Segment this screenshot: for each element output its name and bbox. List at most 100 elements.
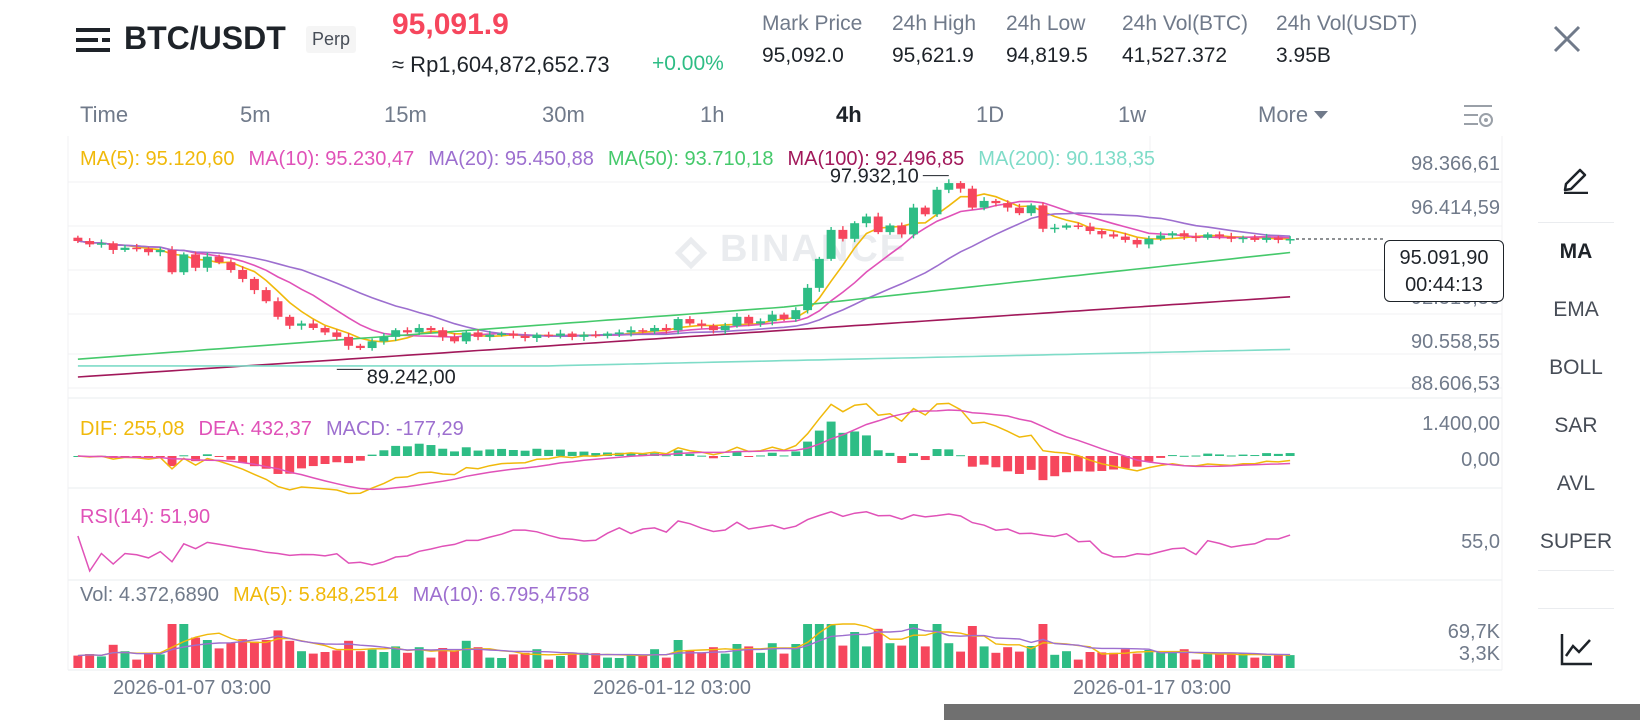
volume-bar (850, 632, 860, 668)
volume-bar (520, 652, 530, 668)
candle-body (744, 316, 754, 324)
macd-bar (261, 456, 271, 469)
volume-bar (1097, 652, 1107, 668)
candle-body (544, 334, 554, 337)
close-icon[interactable] (1552, 24, 1582, 54)
candle-body (626, 330, 636, 333)
volume-bar (603, 657, 612, 668)
legend-entry: DIF: 255,08 (80, 418, 185, 440)
candle-body (1132, 239, 1142, 245)
volume-bar (1215, 654, 1224, 668)
macd-bar (1238, 454, 1248, 456)
candle-body (591, 334, 601, 337)
candle-body (285, 316, 295, 326)
candle-body (273, 301, 283, 317)
vol-ma5-line (77, 623, 1291, 657)
timeframe-1h[interactable]: 1h (700, 102, 725, 127)
timeframe-5m[interactable]: 5m (240, 102, 271, 127)
candle-body (96, 243, 106, 245)
macd-bar (155, 456, 165, 457)
indicator-ma[interactable]: MA (1559, 240, 1593, 263)
menu-icon[interactable] (76, 26, 110, 54)
candle-body (414, 327, 424, 333)
volume-bar (1085, 652, 1095, 668)
chart-settings-icon[interactable] (1462, 102, 1494, 130)
timeframe-time[interactable]: Time (80, 102, 129, 127)
volume-bar (414, 647, 424, 668)
stat-mark-price: Mark Price 95,092.0 (762, 12, 862, 68)
macd-bar (661, 455, 671, 457)
y-tick-label: 88.606,53 (1411, 373, 1500, 395)
horizontal-scrollbar[interactable] (944, 704, 1640, 720)
watermark: BINANCE (720, 228, 908, 270)
timeframe-4h[interactable]: 4h (836, 102, 862, 127)
timeframe-1d[interactable]: 1D (976, 102, 1005, 127)
legend-entry: MA(5): 95.120,60 (80, 148, 235, 170)
volume-bar (508, 654, 518, 668)
macd-bar (238, 456, 248, 463)
candle-body (1062, 225, 1071, 228)
volume-bar (402, 652, 412, 668)
timeframe-1w[interactable]: 1w (1118, 102, 1147, 127)
line-chart-icon[interactable] (1560, 632, 1594, 666)
volume-bar (650, 649, 660, 668)
macd-bar (1215, 454, 1224, 456)
volume-bar (261, 640, 271, 668)
stat-label: 24h Low (1006, 12, 1086, 35)
candle-body (1144, 238, 1154, 245)
volume-bar (1273, 654, 1283, 668)
timeframe-15m[interactable]: 15m (384, 102, 427, 127)
candle-body (826, 229, 836, 259)
candle-body (685, 319, 695, 324)
candle-body (932, 189, 942, 215)
macd-bar (756, 455, 765, 457)
indicator-ema[interactable]: EMA (1553, 298, 1599, 321)
volume-bar (956, 651, 966, 668)
candle-body (720, 325, 730, 331)
indicator-super[interactable]: SUPER (1539, 530, 1613, 553)
moving-average-lines (77, 193, 1384, 378)
macd-bar (1285, 453, 1295, 456)
x-tick-label: 2026-01-17 03:00 (1073, 677, 1231, 699)
macd-bar (767, 452, 777, 456)
x-tick-label: 2026-01-07 03:00 (113, 677, 271, 699)
volume-bar (332, 650, 342, 668)
volume-bar (1238, 653, 1248, 668)
indicator-avl[interactable]: AVL (1556, 472, 1596, 495)
candle-body (391, 330, 401, 337)
candle-body (249, 278, 259, 291)
volume-bar (391, 646, 401, 668)
pencil-icon[interactable] (1560, 162, 1592, 194)
candle-body (614, 332, 624, 334)
macd-bar (544, 449, 554, 456)
candle-body (85, 241, 95, 245)
candle-body (1238, 237, 1248, 240)
macd-bar (214, 456, 224, 457)
volume-bar (214, 648, 224, 668)
indicator-sar[interactable]: SAR (1554, 414, 1598, 437)
stat-value: 94,819.5 (1006, 44, 1088, 67)
macd-bar (332, 456, 342, 463)
timeframe-30m[interactable]: 30m (542, 102, 585, 127)
volume-bar (473, 647, 483, 668)
candle-body (814, 258, 824, 288)
macd-legend: DIF: 255,08 DEA: 432,37 MACD: -177,29 (80, 418, 478, 441)
candle-body (520, 335, 530, 338)
candle-countdown: 00:44:13 (1405, 274, 1483, 296)
candle-body (861, 216, 871, 224)
candle-body (297, 323, 306, 326)
volume-bar (756, 652, 765, 668)
volume-bar (720, 653, 730, 668)
ma100-line (77, 296, 1291, 378)
indicator-boll[interactable]: BOLL (1549, 356, 1603, 379)
rsi-tick-label: 55,0 (1461, 531, 1500, 553)
timeframe-more[interactable]: More (1258, 102, 1329, 128)
dea-line (77, 409, 1291, 491)
pair-title[interactable]: BTC/USDT (124, 20, 286, 56)
macd-bar (1250, 455, 1260, 457)
volume-bar (885, 643, 895, 668)
volume-bar (708, 647, 718, 668)
header: BTC/USDT Perp 95,091.9 ≈ Rp1,604,872,652… (0, 0, 1640, 90)
legend-entry: MA(20): 95.450,88 (428, 148, 594, 170)
macd-bar (1109, 456, 1119, 470)
